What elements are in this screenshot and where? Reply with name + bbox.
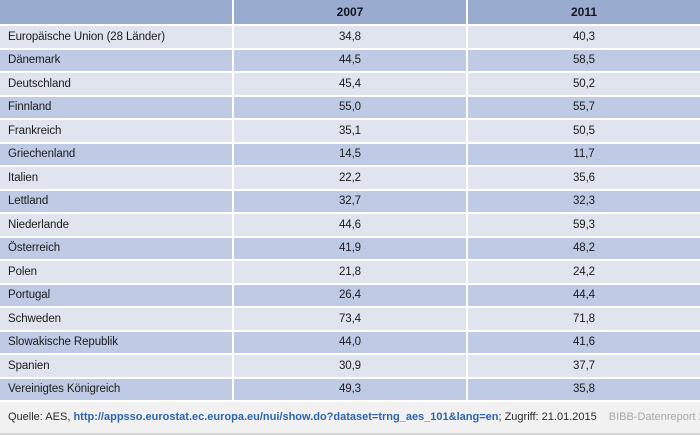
value-2007: 14,5 xyxy=(233,142,468,167)
country-label: Italien xyxy=(0,166,234,191)
value-2007: 34,8 xyxy=(233,25,468,50)
table-row: Vereinigtes Königreich 49,3 35,8 xyxy=(0,377,700,402)
source-link[interactable]: http://appsso.eurostat.ec.europa.eu/nui/… xyxy=(73,410,499,423)
country-label: Schweden xyxy=(0,307,234,332)
source-note: Quelle: AES, http://appsso.eurostat.ec.e… xyxy=(8,411,597,423)
table-row: Slowakische Republik 44,0 41,6 xyxy=(0,330,700,355)
value-2011: 24,2 xyxy=(467,260,700,285)
country-label: Portugal xyxy=(0,283,234,308)
country-label: Slowakische Republik xyxy=(0,330,234,355)
source-suffix: ; Zugriff: 21.01.2015 xyxy=(498,410,597,423)
value-2011: 50,2 xyxy=(467,72,700,97)
value-2011: 71,8 xyxy=(467,307,700,332)
table-row: Lettland 32,7 32,3 xyxy=(0,189,700,214)
value-2007: 26,4 xyxy=(233,283,468,308)
value-2011: 41,6 xyxy=(467,330,700,355)
table-header-2011: 2011 xyxy=(467,0,700,26)
table-row: Schweden 73,4 71,8 xyxy=(0,307,700,332)
table-header-2007: 2007 xyxy=(233,0,468,26)
table-row: Niederlande 44,6 59,3 xyxy=(0,213,700,238)
table-row: Polen 21,8 24,2 xyxy=(0,260,700,285)
value-2011: 35,6 xyxy=(467,166,700,191)
value-2011: 44,4 xyxy=(467,283,700,308)
data-table: 2007 2011 Europäische Union (28 Länder) 3… xyxy=(0,0,700,402)
value-2011: 35,8 xyxy=(467,377,700,402)
country-label: Polen xyxy=(0,260,234,285)
table-row: Portugal 26,4 44,4 xyxy=(0,283,700,308)
table-row: Europäische Union (28 Länder) 34,8 40,3 xyxy=(0,25,700,50)
value-2011: 48,2 xyxy=(467,236,700,261)
country-label: Österreich xyxy=(0,236,234,261)
country-label: Niederlande xyxy=(0,213,234,238)
value-2011: 59,3 xyxy=(467,213,700,238)
value-2007: 44,5 xyxy=(233,48,468,73)
value-2007: 45,4 xyxy=(233,72,468,97)
value-2011: 58,5 xyxy=(467,48,700,73)
table-footer: Quelle: AES, http://appsso.eurostat.ec.e… xyxy=(0,402,700,435)
credit-label: BIBB-Datenreport 2015 xyxy=(608,410,700,423)
value-2011: 32,3 xyxy=(467,189,700,214)
value-2007: 41,9 xyxy=(233,236,468,261)
table-row: Österreich 41,9 48,2 xyxy=(0,236,700,261)
value-2007: 73,4 xyxy=(233,307,468,332)
value-2011: 50,5 xyxy=(467,119,700,144)
value-2007: 21,8 xyxy=(233,260,468,285)
value-2011: 11,7 xyxy=(467,142,700,167)
country-label: Deutschland xyxy=(0,72,234,97)
country-label: Finnland xyxy=(0,95,234,120)
table-row: Griechenland 14,5 11,7 xyxy=(0,142,700,167)
table-body: Europäische Union (28 Länder) 34,8 40,3 Dän… xyxy=(0,25,700,402)
value-2011: 40,3 xyxy=(467,25,700,50)
value-2011: 37,7 xyxy=(467,354,700,379)
table-row: Finnland 55,0 55,7 xyxy=(0,95,700,120)
table-row: Italien 22,2 35,6 xyxy=(0,166,700,191)
table-row: Spanien 30,9 37,7 xyxy=(0,354,700,379)
value-2007: 22,2 xyxy=(233,166,468,191)
value-2011: 55,7 xyxy=(467,95,700,120)
value-2007: 32,7 xyxy=(233,189,468,214)
table-row: Deutschland 45,4 50,2 xyxy=(0,72,700,97)
value-2007: 49,3 xyxy=(233,377,468,402)
country-label: Vereinigtes Königreich xyxy=(0,377,234,402)
table-row: Dänemark 44,5 58,5 xyxy=(0,48,700,73)
value-2007: 44,0 xyxy=(233,330,468,355)
source-prefix: Quelle: AES, xyxy=(8,410,74,423)
value-2007: 35,1 xyxy=(233,119,468,144)
table-header-row: 2007 2011 xyxy=(0,0,700,26)
table-row: Frankreich 35,1 50,5 xyxy=(0,119,700,144)
country-label: Europäische Union (28 Länder) xyxy=(0,25,234,50)
table-header-country xyxy=(0,0,234,26)
value-2007: 30,9 xyxy=(233,354,468,379)
country-label: Frankreich xyxy=(0,119,234,144)
country-label: Dänemark xyxy=(0,48,234,73)
value-2007: 44,6 xyxy=(233,213,468,238)
value-2007: 55,0 xyxy=(233,95,468,120)
country-label: Lettland xyxy=(0,189,234,214)
country-label: Griechenland xyxy=(0,142,234,167)
table-header: 2007 2011 xyxy=(0,0,700,26)
country-label: Spanien xyxy=(0,354,234,379)
